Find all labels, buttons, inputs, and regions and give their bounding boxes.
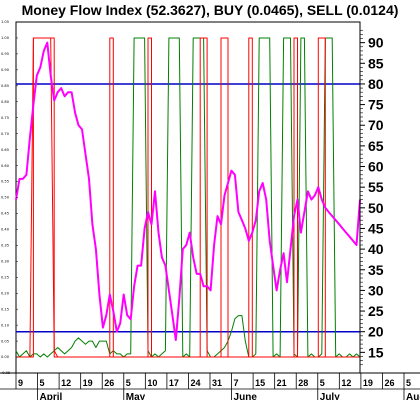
month-label: July — [320, 392, 340, 400]
month-label: June — [234, 392, 258, 400]
x-tick-label: 17 — [169, 378, 179, 388]
left-tick-label: 0.00 — [1, 355, 10, 359]
x-tick-label: 28 — [298, 378, 308, 388]
month-label: May — [126, 392, 146, 400]
left-tick-label: 0.95 — [1, 52, 9, 56]
left-tick-label: 1.05 — [1, 20, 9, 24]
x-tick-label: 5 — [320, 378, 325, 388]
series-segment-sell-4 — [217, 37, 232, 358]
left-tick-label: 0.75 — [1, 116, 9, 120]
series-line-buy — [15, 37, 361, 358]
right-tick-label: 30 — [368, 282, 384, 298]
x-tick-label: 21 — [277, 378, 287, 388]
x-axis: 9 5 12 19 26 5 10 17 24 31 7 15 21 28 5 12 19 26 5 April May… — [0, 372, 420, 400]
series-segment-sell-5 — [245, 37, 256, 358]
x-tick-label: 26 — [104, 378, 114, 388]
series-line-sell — [16, 37, 360, 358]
left-tick-label: 0.35 — [1, 244, 9, 248]
right-tick-label: 90 — [368, 35, 384, 51]
plot-border — [15, 21, 361, 374]
x-tick-label: 19 — [363, 378, 373, 388]
chart-title: Money Flow Index (52.3627), BUY (0.0465)… — [22, 2, 399, 18]
right-tick-label: 85 — [368, 55, 384, 71]
left-tick-label: 1.00 — [1, 36, 10, 40]
x-tick-label: 26 — [384, 378, 394, 388]
right-tick-label: 80 — [368, 76, 384, 92]
x-tick-label: 15 — [255, 378, 265, 388]
right-tick-label: 55 — [368, 179, 384, 195]
series-segment-sell-2 — [144, 37, 155, 358]
left-tick-label: 0.80 — [1, 100, 10, 104]
left-tick-label: 0.55 — [1, 180, 9, 184]
right-tick-label: 35 — [368, 262, 384, 278]
x-tick-label: 12 — [341, 378, 351, 388]
right-tick-label: 60 — [368, 159, 384, 175]
left-tick-label: 0.40 — [1, 228, 10, 232]
x-tick-label: 9 — [18, 378, 23, 388]
series-line-money-flow-index — [15, 41, 361, 341]
x-tick-label: 31 — [212, 378, 222, 388]
x-tick-label: 7 — [234, 378, 239, 388]
series-segment-sell-3 — [196, 37, 211, 358]
series-segment-sell-7 — [314, 37, 329, 358]
left-tick-label: 0.60 — [1, 164, 10, 168]
month-label: Augus — [406, 392, 420, 400]
series-segment-sell-6 — [290, 37, 301, 358]
x-tick-label: 12 — [61, 378, 71, 388]
right-tick-label: 50 — [368, 200, 384, 216]
right-tick-label: 65 — [368, 138, 384, 154]
right-tick-label: 20 — [368, 324, 384, 340]
right-tick-label: 15 — [368, 344, 384, 360]
right-tick-label: 75 — [368, 97, 384, 113]
left-tick-label: 0.70 — [1, 132, 10, 136]
left-tick-label: 0.85 — [1, 84, 9, 88]
series-layer — [15, 37, 361, 358]
series-segment-sell-0 — [29, 37, 58, 358]
x-tick-label: 10 — [147, 378, 157, 388]
reference-lines — [16, 83, 360, 333]
x-tick-label: 24 — [190, 378, 200, 388]
left-tick-label: 0.10 — [1, 323, 10, 327]
right-axis: 90 85 80 75 70 65 60 55 50 45 40 35 30 25 20 15 — [359, 22, 384, 373]
left-tick-label: 0.05 — [1, 339, 9, 343]
left-tick-label: 0.50 — [1, 196, 10, 200]
plot-frame — [15, 21, 361, 374]
left-tick-label: 0.15 — [1, 307, 9, 311]
x-tick-label: 5 — [40, 378, 45, 388]
left-tick-label: 0.45 — [1, 212, 9, 216]
right-tick-label: 40 — [368, 241, 384, 257]
series-segment-sell-1 — [106, 37, 117, 358]
right-tick-label: 25 — [368, 303, 384, 319]
left-tick-label: 0.30 — [1, 260, 10, 264]
month-label: April — [40, 392, 63, 400]
x-tick-label: 19 — [83, 378, 93, 388]
left-tick-label: 0.25 — [1, 275, 9, 279]
x-tick-label: 5 — [406, 378, 411, 388]
left-tick-label: 0.20 — [1, 291, 10, 295]
left-tick-label: 0.65 — [1, 148, 9, 152]
right-tick-label: 45 — [368, 220, 384, 236]
right-tick-label: 70 — [368, 117, 384, 133]
x-tick-label: 5 — [126, 378, 131, 388]
left-tick-label: 0.90 — [1, 68, 10, 72]
